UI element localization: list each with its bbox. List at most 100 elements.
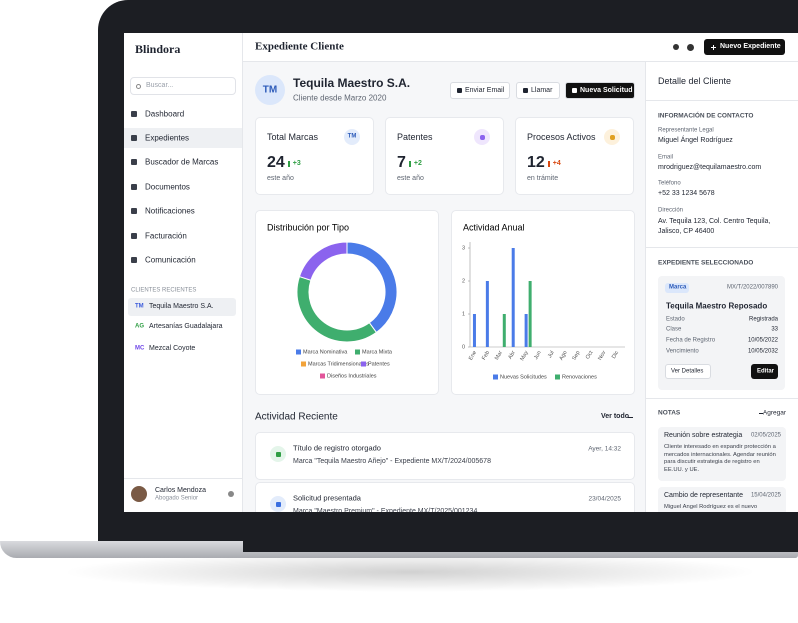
row-value: Registrada [748, 316, 778, 323]
section-label: INFORMACIÓN DE CONTACTO [658, 112, 754, 120]
note-text: Miguel Ángel Rodríguez es el nuevo repre… [664, 504, 758, 512]
client-initials: AG [135, 323, 144, 330]
sidebar [124, 33, 243, 512]
nav-icon [131, 257, 137, 263]
tag [665, 283, 689, 293]
screen-bottom [645, 512, 798, 552]
nav-item[interactable]: Documentos [145, 182, 190, 192]
nav-item[interactable]: Notificaciones [145, 206, 195, 216]
nav-active [124, 128, 242, 148]
nav-item[interactable]: Dashboard [145, 109, 185, 119]
plus-icon [713, 44, 714, 50]
button-label[interactable]: Editar [757, 368, 775, 375]
client-since: Cliente desde Marzo 2020 [293, 93, 387, 103]
action-label[interactable]: Nueva Solicitud [580, 86, 633, 94]
row-value: 10/05/2032 [747, 348, 778, 355]
section-title: Actividad Reciente [255, 411, 338, 423]
field-value: Av. Tequila 123, Col. Centro Tequila, Ja… [658, 218, 771, 235]
user-avatar [131, 486, 147, 502]
activity-glyph [275, 501, 281, 507]
plus-icon [759, 412, 763, 414]
nav-icon [131, 208, 137, 214]
activity-glyph [275, 451, 281, 457]
nav-icon [131, 111, 137, 117]
button[interactable] [665, 364, 711, 379]
nav-item[interactable]: Comunicación [145, 255, 196, 265]
user-name: Carlos Mendoza [155, 486, 206, 494]
search-placeholder: Buscar... [146, 81, 174, 89]
section-label: NOTAS [658, 409, 681, 417]
row-value: 33 [771, 326, 778, 333]
stat-badge [344, 129, 360, 145]
stat-note: este año [397, 174, 424, 182]
action-icon [571, 88, 577, 93]
arrow-icon [547, 161, 550, 167]
stat-value: 24 [267, 153, 285, 171]
file-name: Tequila Maestro Reposado [666, 301, 768, 311]
link[interactable]: Ver todo [601, 412, 630, 420]
stat-card [385, 117, 504, 195]
laptop-shadow [60, 552, 760, 592]
client-name[interactable]: Artesanías Guadalajara [149, 322, 223, 330]
activity-time: 23/04/2025 [588, 495, 621, 503]
activity-item [255, 432, 635, 480]
divider [646, 398, 798, 399]
client-initials: TM [135, 303, 144, 310]
activity-title: Solicitud presentada [293, 493, 361, 503]
add-link[interactable]: Agregar [762, 409, 786, 417]
activity-title: Título de registro otorgado [293, 443, 381, 453]
button[interactable] [751, 364, 778, 379]
client-active [128, 298, 236, 316]
nav-icon [131, 135, 137, 141]
divider [646, 100, 798, 101]
row-label: Fecha de Registro [666, 337, 716, 344]
action-button[interactable] [516, 82, 560, 99]
activity-time: Ayer, 14:32 [588, 445, 621, 453]
file-number: MX/T/2022/007890 [726, 284, 778, 291]
note-title: Reunión sobre estrategia [664, 431, 743, 439]
client-name: Tequila Maestro S.A. [293, 76, 411, 91]
activity-detail: Marca "Maestro Premium" - Expediente MX/… [293, 508, 477, 516]
new-file-button[interactable] [704, 39, 785, 55]
action-icon [456, 88, 462, 93]
note-date: 15/04/2025 [750, 492, 781, 499]
nav-item[interactable]: Expedientes [145, 133, 190, 143]
note-date: 02/05/2025 [750, 432, 781, 439]
help-icon [686, 43, 694, 51]
user-role: Abogado Senior [155, 495, 199, 502]
client-name[interactable]: Mezcal Coyote [149, 344, 196, 352]
action-icon [522, 88, 528, 93]
topbar [243, 33, 645, 62]
stat-label: Patentes [397, 131, 433, 142]
note-title: Cambio de representante [664, 491, 743, 499]
action-button[interactable] [450, 82, 510, 99]
nav-item[interactable]: Facturación [145, 231, 187, 241]
row-label: Clase [666, 326, 682, 333]
nav-icon [131, 159, 137, 165]
action-label[interactable]: Llamar [531, 86, 553, 94]
nav-item[interactable]: Buscador de Marcas [145, 157, 219, 167]
button-label[interactable]: Nuevo Expediente [720, 42, 781, 50]
button-label[interactable]: Ver Detalles [671, 368, 704, 375]
stat-value: 12 [527, 153, 545, 171]
search-icon [135, 83, 141, 89]
client-name[interactable]: Tequila Maestro S.A. [149, 302, 214, 310]
divider [646, 247, 798, 248]
stat-delta: +3 [292, 159, 301, 167]
stat-note: este año [267, 174, 294, 182]
action-button[interactable] [565, 82, 635, 99]
action-label[interactable]: Enviar Email [465, 86, 505, 94]
sidebar-divider [124, 478, 242, 479]
bell-icon [673, 44, 679, 50]
search-box[interactable] [130, 77, 236, 95]
client-avatar-initials: TM [262, 84, 278, 96]
panel-title: Detalle del Cliente [658, 75, 732, 86]
row-label: Estado [666, 316, 685, 323]
arrow-icon [287, 161, 290, 167]
field-value: mrodriguez@tequilamaestro.com [658, 164, 762, 171]
activity-detail: Marca "Tequila Maestro Añejo" - Expedien… [293, 457, 491, 465]
section-label: CLIENTES RECIENTES [131, 287, 197, 294]
nav-icon [131, 233, 137, 239]
stat-label: Total Marcas [267, 131, 319, 142]
